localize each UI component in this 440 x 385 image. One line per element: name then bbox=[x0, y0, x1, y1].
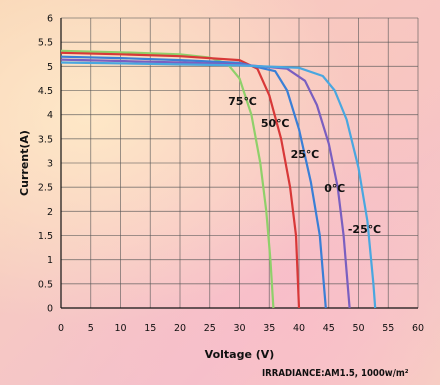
y-tick-label: 4.5 bbox=[38, 86, 53, 97]
y-tick-label: 0 bbox=[47, 304, 53, 315]
x-tick-label: 25 bbox=[204, 323, 216, 334]
curve-label: 50℃ bbox=[261, 117, 290, 130]
y-tick-label: 4 bbox=[47, 110, 53, 121]
series-line bbox=[60, 58, 351, 309]
series-line bbox=[60, 51, 301, 309]
y-tick-label: 0.5 bbox=[38, 279, 53, 290]
curve-label: 25℃ bbox=[291, 148, 320, 161]
y-tick-label: 5.5 bbox=[38, 38, 53, 49]
curve-label: -25℃ bbox=[348, 223, 381, 236]
y-tick-label: 2.5 bbox=[38, 183, 53, 194]
x-tick-label: 5 bbox=[88, 323, 94, 334]
curve-label: 0℃ bbox=[324, 182, 345, 195]
x-tick-label: 45 bbox=[323, 323, 335, 334]
x-tick-label: 20 bbox=[174, 323, 186, 334]
curve-label: 75℃ bbox=[228, 95, 257, 108]
y-tick-label: 5 bbox=[47, 62, 53, 73]
x-tick-label: 55 bbox=[382, 323, 394, 334]
y-tick-label: 3.5 bbox=[38, 134, 53, 145]
x-tick-label: 35 bbox=[263, 323, 275, 334]
x-tick-label: 0 bbox=[58, 323, 64, 334]
series-line bbox=[60, 55, 327, 309]
x-tick-label: 10 bbox=[114, 323, 126, 334]
series-line bbox=[60, 61, 377, 309]
y-tick-label: 1 bbox=[47, 255, 53, 266]
irradiance-note: IRRADIANCE:AM1.5, 1000w/m² bbox=[262, 368, 409, 379]
y-tick-label: 1.5 bbox=[38, 231, 53, 242]
y-tick-label: 3 bbox=[47, 159, 53, 170]
y-tick-label: 2 bbox=[47, 207, 53, 218]
x-tick-label: 50 bbox=[352, 323, 364, 334]
x-tick-label: 30 bbox=[233, 323, 245, 334]
x-axis-title: Voltage (V) bbox=[205, 348, 275, 361]
y-tick-label: 6 bbox=[47, 14, 53, 25]
x-tick-label: 15 bbox=[144, 323, 156, 334]
series-line bbox=[60, 49, 275, 309]
y-axis-title: Current(A) bbox=[18, 130, 31, 196]
x-tick-label: 40 bbox=[293, 323, 305, 334]
x-tick-label: 60 bbox=[412, 323, 424, 334]
